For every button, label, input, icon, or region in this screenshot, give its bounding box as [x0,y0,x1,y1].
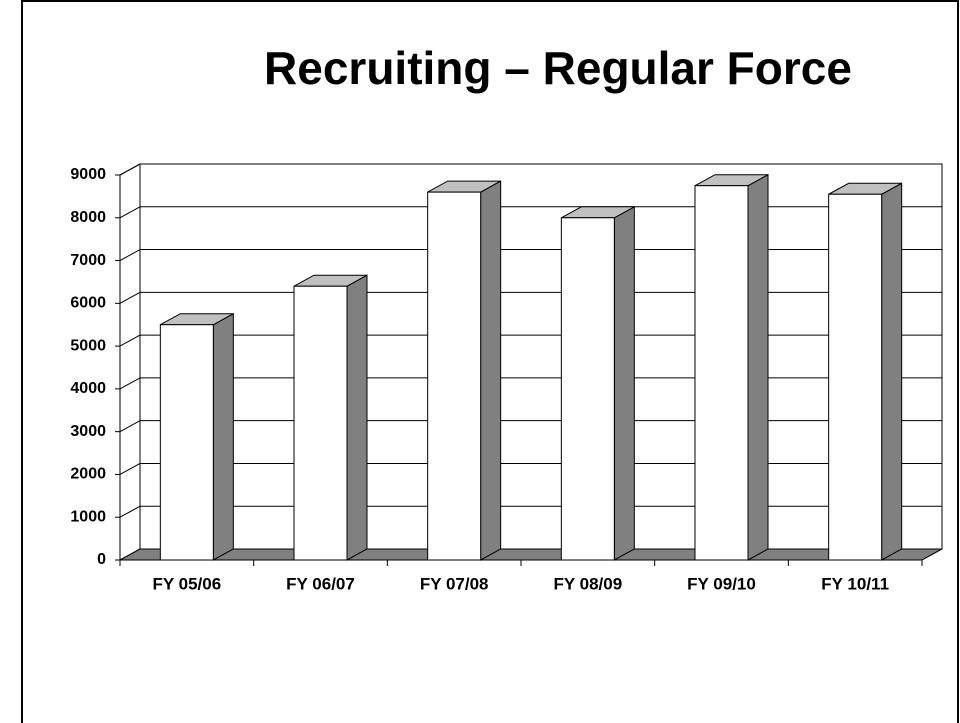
bar-side [747,173,769,561]
bar [427,180,502,561]
y-tick-label: 5000 [70,337,106,354]
bar-front [159,324,214,561]
x-tick-label: FY 05/06 [152,574,221,593]
y-tick-label: 3000 [70,423,106,440]
grid-line-side [119,163,141,176]
y-tick-label: 6000 [70,295,106,312]
y-tick-label: 8000 [70,209,106,226]
grid-line-side [119,249,141,261]
x-tick-label: FY 08/09 [553,574,622,593]
x-tick-label: FY 06/07 [286,574,355,593]
y-tick-label: 9000 [70,166,106,183]
bar-side [613,205,635,561]
bar-front [427,191,482,561]
bar-front [293,285,348,561]
grid-line-side [119,206,141,219]
bar-side [881,182,903,561]
bar-side [346,274,368,561]
x-tick-label: FY 10/11 [821,574,889,593]
grid-line-side [119,505,141,518]
bar-front [560,217,615,561]
floor [119,548,943,561]
bar [694,173,769,561]
bar-front [694,185,749,561]
bar-front [828,193,883,561]
y-tick-label: 2000 [70,466,106,483]
bar [293,274,368,561]
bar [828,182,903,561]
y-tick-label: 4000 [70,380,106,397]
y-tick-label: 0 [97,551,106,568]
y-tick-label: 7000 [70,252,106,269]
chart-title: Recruiting – Regular Force [264,42,852,94]
bar-side [212,312,234,561]
bar [560,205,635,561]
x-tick-label: FY 09/10 [687,574,756,593]
grid-line-side [119,291,141,304]
grid-line-side [119,377,141,390]
bar [159,312,234,561]
grid-line-side [119,334,141,347]
y-tick-label: 1000 [70,508,106,525]
grid-line-side [119,463,141,475]
back-wall [139,163,943,550]
grid-line-side [119,420,141,433]
x-tick-label: FY 07/08 [420,574,489,593]
bar-side [480,180,502,561]
